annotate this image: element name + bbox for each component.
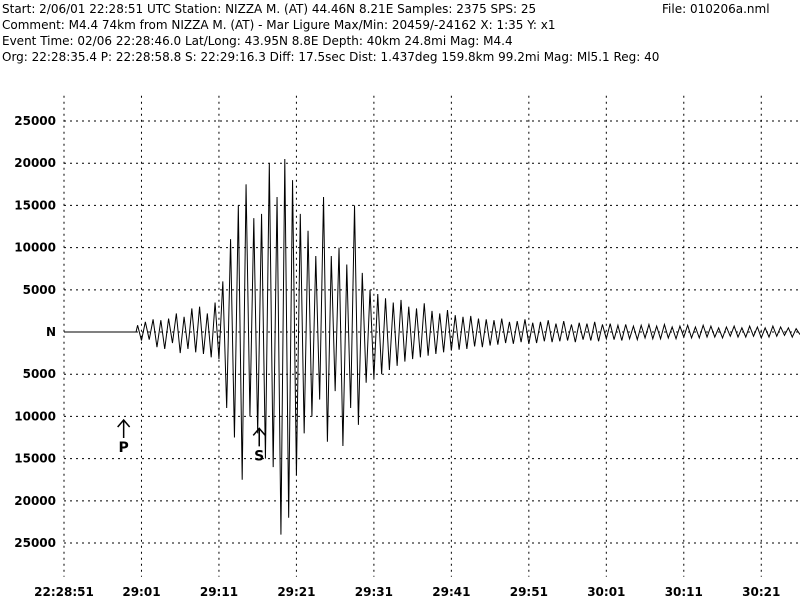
- x-tick-label: 22:28:51: [34, 585, 94, 599]
- y-tick-label: 20000: [14, 156, 56, 170]
- waveform: [64, 158, 800, 535]
- y-tick-label: 25000: [14, 114, 56, 128]
- header-line: Start: 2/06/01 22:28:51 UTC Station: NIZ…: [2, 2, 536, 16]
- header-line: Comment: M4.4 74km from NIZZA M. (AT) - …: [2, 18, 556, 32]
- x-tick-label: 30:01: [587, 585, 625, 599]
- y-tick-label: 5000: [23, 367, 56, 381]
- y-tick-label: 15000: [14, 198, 56, 212]
- file-label: File: 010206a.nml: [662, 2, 770, 16]
- y-tick-label: 15000: [14, 452, 56, 466]
- x-tick-label: 30:11: [665, 585, 703, 599]
- header-line: Org: 22:28:35.4 P: 22:28:58.8 S: 22:29:1…: [2, 50, 659, 64]
- x-tick-label: 29:01: [122, 585, 160, 599]
- x-tick-label: 29:21: [277, 585, 315, 599]
- arrival-arrow: [252, 427, 266, 447]
- y-tick-label: 5000: [23, 283, 56, 297]
- arrival-label: S: [254, 448, 264, 464]
- x-tick-label: 29:41: [432, 585, 470, 599]
- y-tick-label: 25000: [14, 536, 56, 550]
- y-tick-label: N: [46, 325, 56, 339]
- y-tick-label: 10000: [14, 241, 56, 255]
- x-tick-label: 30:21: [742, 585, 780, 599]
- x-tick-label: 29:11: [200, 585, 238, 599]
- x-tick-label: 29:51: [510, 585, 548, 599]
- x-tick-label: 29:31: [355, 585, 393, 599]
- y-tick-label: 10000: [14, 409, 56, 423]
- y-tick-label: 20000: [14, 494, 56, 508]
- arrival-arrow: [117, 418, 131, 438]
- arrival-label: P: [119, 440, 129, 456]
- header-line: Event Time: 02/06 22:28:46.0 Lat/Long: 4…: [2, 34, 513, 48]
